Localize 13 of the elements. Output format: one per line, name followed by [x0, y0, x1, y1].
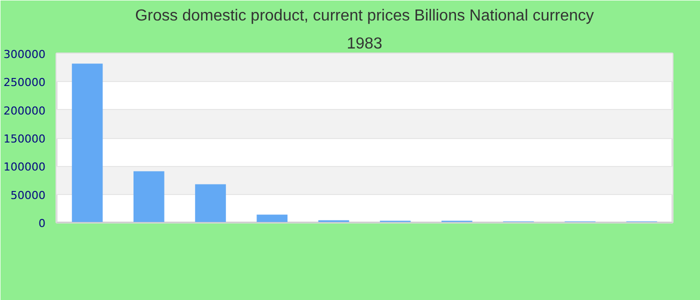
bar: [72, 64, 103, 222]
chart-subtitle: 1983: [346, 36, 382, 52]
y-tick-label: 100000: [4, 160, 46, 174]
y-tick-label: 250000: [4, 76, 46, 90]
y-tick-label: 300000: [4, 48, 46, 61]
y-tick-label: 0: [38, 217, 46, 230]
y-tick-label: 200000: [4, 104, 46, 118]
y-tick-label: 50000: [10, 188, 46, 202]
y-tick-label: 150000: [4, 132, 46, 146]
bar: [195, 184, 226, 222]
bar: [256, 214, 288, 222]
bar: [134, 171, 164, 222]
chart-title: Gross domestic product, current prices Billions National currency: [135, 8, 594, 24]
